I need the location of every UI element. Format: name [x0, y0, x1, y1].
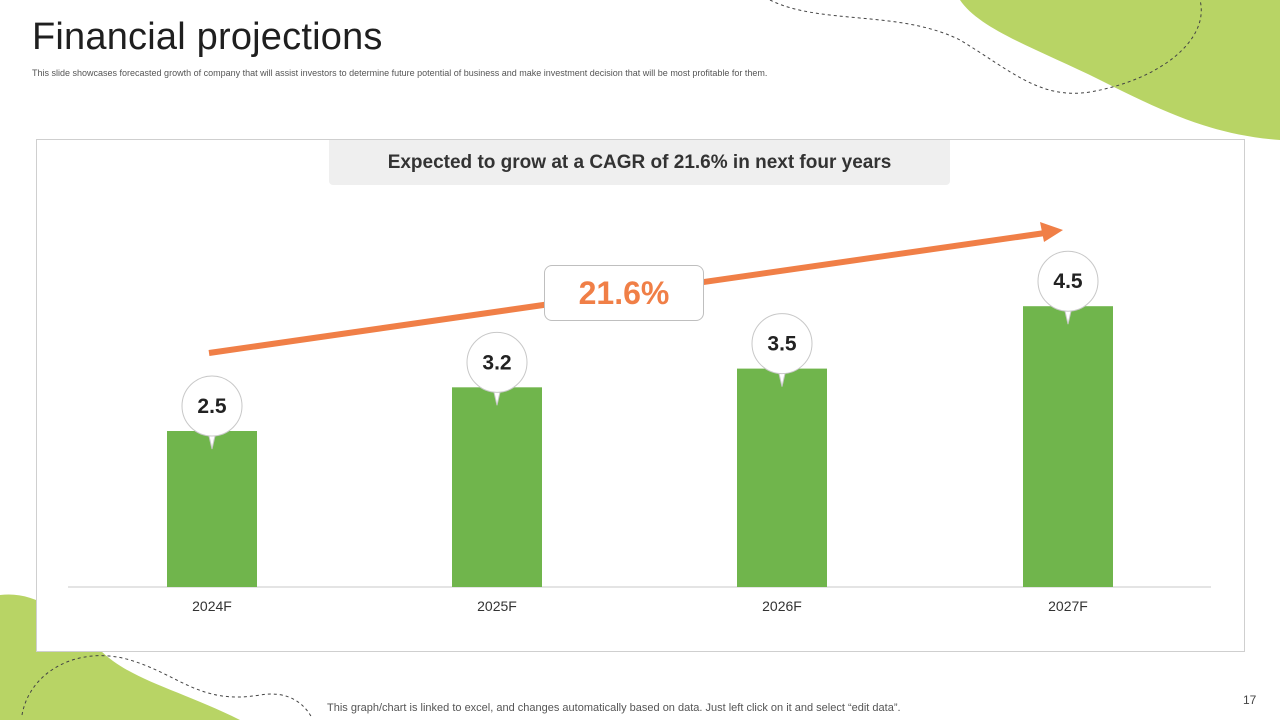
data-label-bubble: 2.5 — [181, 375, 243, 450]
page-title: Financial projections — [32, 16, 383, 58]
bubble-circle — [1037, 250, 1099, 312]
bar-2025F[interactable] — [452, 387, 542, 587]
x-tick-label: 2025F — [477, 598, 517, 614]
bubble-pointer-mask — [1063, 295, 1073, 302]
top-right-dashed-curve — [769, 0, 1202, 94]
footnote: This graph/chart is linked to excel, and… — [327, 702, 901, 714]
data-label-bubble: 4.5 — [1037, 250, 1099, 325]
bubble-pointer-mask — [492, 376, 502, 383]
cagr-value-badge: 21.6% — [544, 265, 704, 321]
trend-arrow-head — [1040, 222, 1063, 242]
cagr-headline: Expected to grow at a CAGR of 21.6% in n… — [329, 140, 950, 185]
top-right-blob — [960, 0, 1280, 140]
bubble-pointer-mask — [207, 420, 217, 426]
bar-2026F[interactable] — [737, 368, 827, 587]
bar-2024F[interactable] — [167, 431, 257, 587]
data-label: 4.5 — [1053, 270, 1083, 293]
data-label: 3.5 — [767, 333, 797, 356]
bar-2027F[interactable] — [1023, 306, 1113, 587]
bubble-pointer-mask — [777, 357, 787, 364]
bubble-circle — [751, 313, 813, 375]
page-subtitle: This slide showcases forecasted growth o… — [32, 68, 768, 78]
data-label: 3.2 — [482, 351, 511, 374]
data-label-bubble: 3.2 — [466, 331, 528, 406]
data-label-bubble: 3.5 — [751, 313, 813, 387]
bubble-circle — [466, 331, 528, 393]
page-number: 17 — [1243, 693, 1257, 707]
x-tick-label: 2027F — [1048, 598, 1088, 614]
bubble-circle — [181, 375, 243, 437]
x-tick-label: 2024F — [192, 598, 232, 614]
data-label: 2.5 — [197, 395, 227, 418]
bottom-left-dashed-curve — [21, 655, 313, 719]
x-tick-label: 2026F — [762, 598, 802, 614]
